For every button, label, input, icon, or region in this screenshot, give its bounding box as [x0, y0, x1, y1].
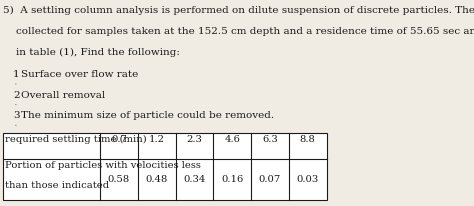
Text: collected for samples taken at the 152.5 cm depth and a residence time of 55.65 : collected for samples taken at the 152.5… [3, 27, 474, 36]
Text: 0.58: 0.58 [108, 175, 130, 184]
Text: 3: 3 [13, 111, 20, 120]
Text: 0.7: 0.7 [111, 135, 127, 144]
Text: 4.6: 4.6 [224, 135, 240, 144]
Bar [3, 133, 327, 200]
Text: in table (1), Find the following:: in table (1), Find the following: [3, 47, 180, 56]
Text: Surface over flow rate: Surface over flow rate [21, 70, 138, 79]
Text: 0.07: 0.07 [259, 175, 281, 184]
Text: 0.34: 0.34 [183, 175, 206, 184]
Text: 2.3: 2.3 [186, 135, 202, 144]
Text: The minimum size of particle could be removed.: The minimum size of particle could be re… [21, 111, 274, 120]
Text: 0.48: 0.48 [146, 175, 168, 184]
Text: than those indicated: than those indicated [5, 181, 109, 190]
Text: required settling time (min): required settling time (min) [5, 135, 146, 144]
Text: 5)  A settling column analysis is performed on dilute suspension of discrete par: 5) A settling column analysis is perform… [3, 6, 474, 15]
Text: 0.16: 0.16 [221, 175, 243, 184]
Text: Overall removal: Overall removal [21, 91, 106, 100]
Text: 6.3: 6.3 [262, 135, 278, 144]
Text: 0.03: 0.03 [297, 175, 319, 184]
Text: 8.8: 8.8 [300, 135, 316, 144]
Text: 1: 1 [13, 70, 20, 79]
Text: Portion of particles with velocities less: Portion of particles with velocities les… [5, 161, 201, 170]
Text: 2: 2 [13, 91, 20, 100]
Text: 1.2: 1.2 [149, 135, 164, 144]
